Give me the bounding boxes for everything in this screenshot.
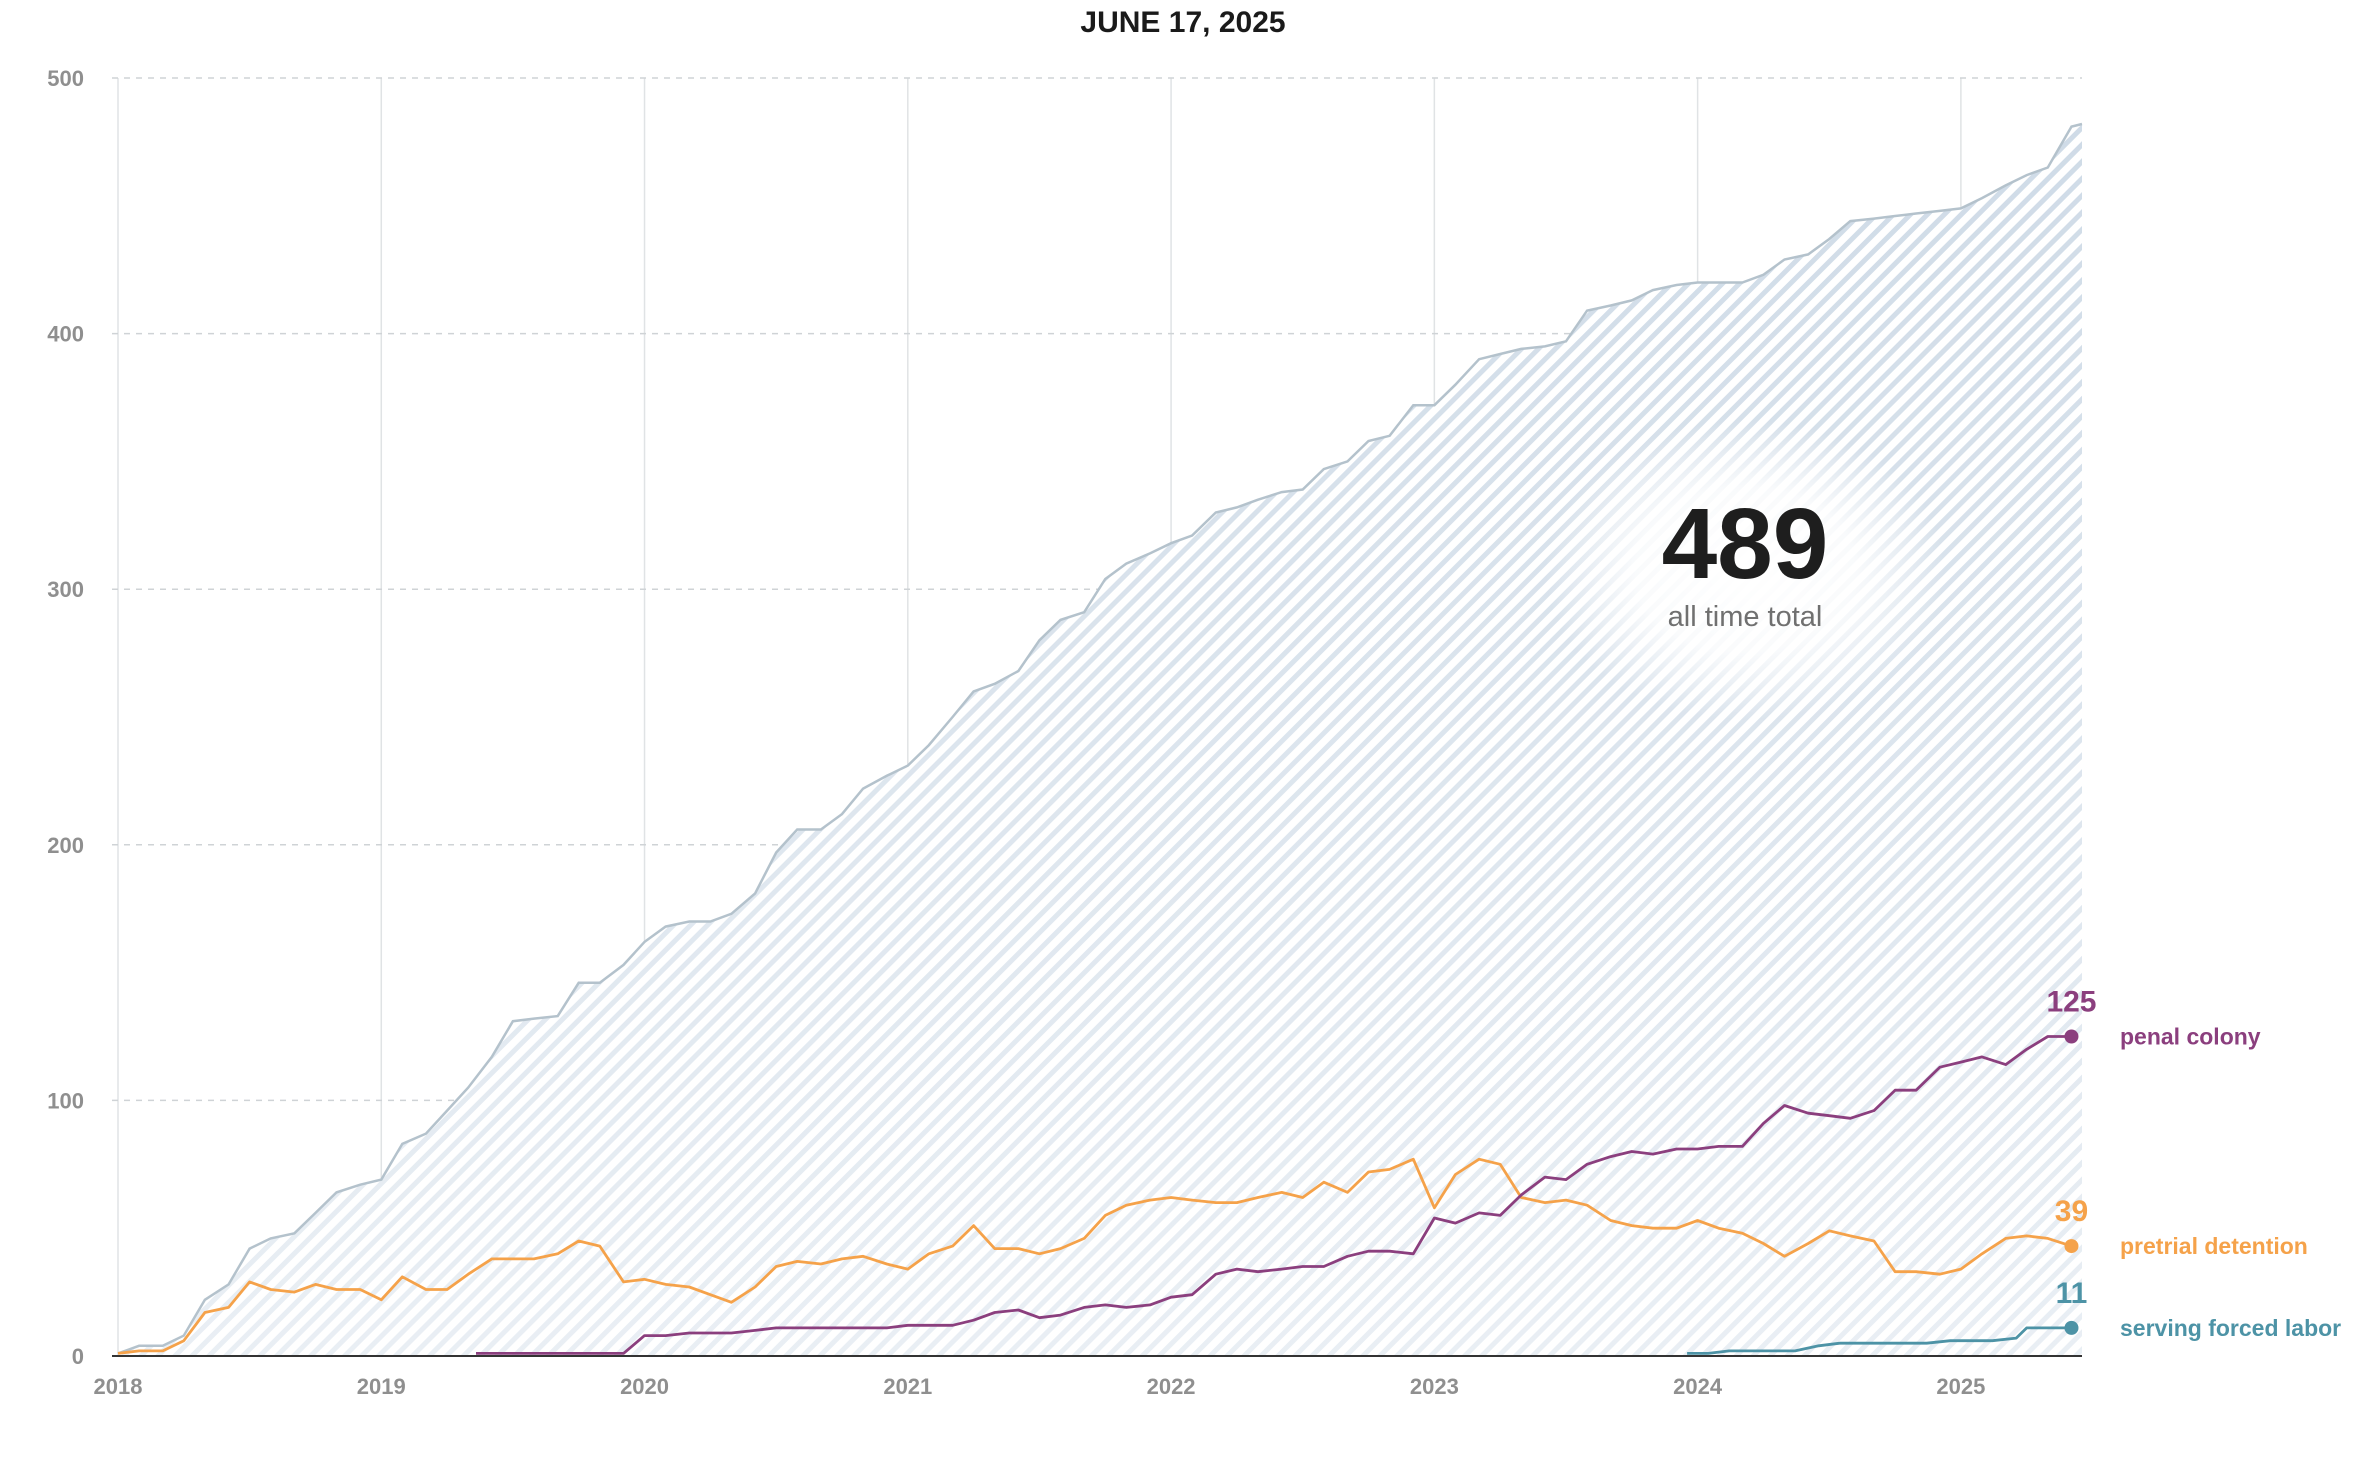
total-area-fade [118, 124, 2082, 1356]
series-line-penal_colony [476, 1035, 2072, 1355]
x-tick-label-2019: 2019 [357, 1374, 406, 1399]
total-area [118, 124, 2082, 1356]
series-lines [117, 122, 2083, 1355]
series-line-pretrial_detention [117, 1157, 2072, 1355]
y-tick-label-0: 0 [72, 1344, 84, 1369]
series-label-penal_colony: penal colony [2120, 1024, 2261, 1050]
x-tick-label-2024: 2024 [1673, 1374, 1723, 1399]
y-tick-label-300: 300 [47, 577, 84, 602]
x-tick-label-2018: 2018 [94, 1374, 143, 1399]
series-end-value-penal_colony: 125 [2046, 986, 2096, 1019]
series-end-dot-penal_colony [2064, 1029, 2079, 1044]
total-value: 489 [1662, 488, 1829, 600]
total-callout-backdrop [1545, 420, 1945, 720]
y-tick-label-500: 500 [47, 66, 84, 91]
x-tick-label-2025: 2025 [1936, 1374, 1985, 1399]
x-tick-label-2020: 2020 [620, 1374, 669, 1399]
series-line-total [117, 122, 2083, 1355]
series-end-dot-pretrial_detention [2064, 1239, 2079, 1254]
series-line-serving_forced_labor [1687, 1326, 2072, 1355]
series-end-value-serving_forced_labor: 11 [2056, 1277, 2088, 1310]
total-callout: 489 all time total [1545, 420, 1945, 720]
series-label-pretrial_detention: pretrial detention [2120, 1233, 2308, 1259]
series-label-serving_forced_labor: serving forced labor [2120, 1315, 2341, 1341]
series-end-value-pretrial_detention: 39 [2055, 1195, 2088, 1228]
y-tick-label-100: 100 [47, 1088, 84, 1113]
y-tick-label-200: 200 [47, 833, 84, 858]
y-tick-label-400: 400 [47, 322, 84, 347]
x-tick-label-2023: 2023 [1410, 1374, 1459, 1399]
x-tick-label-2021: 2021 [883, 1374, 932, 1399]
total-label: all time total [1668, 601, 1823, 633]
x-tick-label-2022: 2022 [1147, 1374, 1196, 1399]
axes: 2018 2019 2020 2021 2022 2023 2024 2025 0 100 200 3… [47, 66, 2082, 1399]
series-end-dot-serving_forced_labor [2064, 1320, 2079, 1335]
chart-title: JUNE 17, 2025 [1080, 6, 1285, 39]
series-end-labels: 39 pretrial detention 125 penal colony 11 ser… [2046, 986, 2341, 1341]
